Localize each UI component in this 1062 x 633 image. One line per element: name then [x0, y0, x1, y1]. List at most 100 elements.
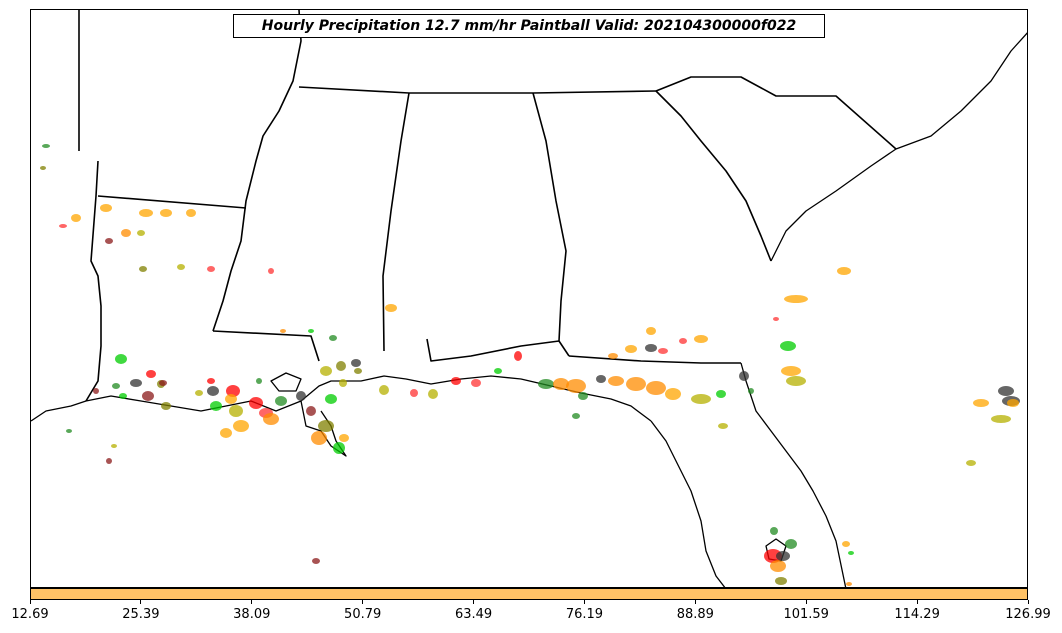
- paintball-blob: [514, 351, 522, 361]
- paintball-blob: [186, 209, 196, 217]
- paintball-blob: [428, 389, 438, 399]
- paintball-blob: [351, 359, 361, 367]
- paintball-blob: [608, 353, 618, 359]
- paintball-blob: [268, 268, 274, 274]
- florida-west-coast: [650, 420, 726, 587]
- paintball-blob: [106, 458, 112, 464]
- paintball-blob: [59, 224, 67, 228]
- paintball-blob: [739, 371, 749, 381]
- paintball-blob: [785, 539, 797, 549]
- paintball-blob: [665, 388, 681, 400]
- colorbar-tick-label: 12.69: [11, 607, 49, 622]
- al-ga-border: [532, 92, 570, 357]
- paintball-blob: [691, 394, 711, 404]
- colorbar-tick-mark: [29, 600, 31, 604]
- paintball-blob: [770, 527, 778, 535]
- paintball-blob: [137, 230, 145, 236]
- al-fl-border: [426, 338, 560, 362]
- colorbar-tick-mark: [916, 600, 918, 604]
- paintball-blob: [679, 338, 687, 344]
- sc-nc-border: [655, 76, 897, 150]
- paintball-blob: [256, 378, 262, 384]
- paintball-blob: [306, 406, 316, 416]
- paintball-blob: [207, 378, 215, 384]
- paintball-blob: [139, 266, 147, 272]
- paintball-blob: [207, 266, 215, 272]
- paintball-blob: [146, 370, 156, 378]
- paintball-blob: [354, 368, 362, 374]
- colorbar-tick-label: 50.79: [344, 607, 382, 622]
- ga-sc-border: [655, 90, 772, 262]
- paintball-blob: [973, 399, 989, 407]
- paintball-blob: [312, 558, 320, 564]
- paintball-blob: [161, 402, 171, 410]
- lake-pontchartrain: [270, 372, 302, 392]
- paintball-blob: [311, 431, 327, 445]
- paintball-blob: [846, 582, 852, 586]
- paintball-blob: [142, 391, 154, 401]
- paintball-blob: [553, 378, 569, 390]
- paintball-blob: [105, 238, 113, 244]
- paintball-blob: [220, 428, 232, 438]
- paintball-blob: [1007, 399, 1019, 407]
- paintball-blob: [781, 366, 801, 376]
- colorbar-tick-label: 114.29: [894, 607, 940, 622]
- paintball-blob: [226, 385, 240, 397]
- paintball-blob: [159, 380, 167, 386]
- paintball-blob: [770, 560, 786, 572]
- paintball-blob: [471, 379, 481, 387]
- paintball-blob: [233, 420, 249, 432]
- paintball-blob: [718, 423, 728, 429]
- paintball-blob: [115, 354, 127, 364]
- paintball-blob: [119, 393, 127, 399]
- paintball-blob: [716, 390, 726, 398]
- paintball-blob: [66, 429, 72, 433]
- colorbar-tick-mark: [140, 600, 142, 604]
- ms-river-border: [212, 10, 302, 332]
- colorbar-tick-mark: [1027, 600, 1029, 604]
- colorbar-tick-mark: [473, 600, 475, 604]
- paintball-blob: [764, 549, 782, 563]
- paintball-blob: [320, 366, 332, 376]
- paintball-blob: [776, 551, 790, 561]
- paintball-blob: [195, 390, 203, 396]
- precipitation-paintballs: [40, 144, 1020, 586]
- paintball-blob: [325, 394, 337, 404]
- map-canvas: [31, 10, 1027, 587]
- paintball-blob: [40, 166, 46, 170]
- paintball-blob: [177, 264, 185, 270]
- paintball-blob: [339, 434, 349, 442]
- paintball-blob: [336, 361, 346, 371]
- ga-fl-border: [568, 355, 741, 364]
- paintball-blob: [71, 214, 81, 222]
- atlantic-coast: [770, 32, 1027, 262]
- paintball-blob: [160, 209, 172, 217]
- paintball-blob: [494, 368, 502, 374]
- colorbar-tick-mark: [805, 600, 807, 604]
- paintball-blob: [842, 541, 850, 547]
- paintball-blob: [333, 442, 345, 454]
- coastline: [31, 32, 1027, 587]
- paintball-blob: [410, 389, 418, 397]
- paintball-blob: [626, 377, 646, 391]
- ark-la-border: [97, 195, 247, 209]
- la-ms-border: [212, 330, 320, 362]
- paintball-blob: [385, 304, 397, 312]
- paintball-blob: [225, 394, 237, 404]
- paintball-blob: [658, 348, 668, 354]
- paintball-blob: [296, 391, 306, 401]
- paintball-blob: [318, 420, 334, 432]
- colorbar-tick-mark: [251, 600, 253, 604]
- paintball-blob: [100, 204, 112, 212]
- paintball-blob: [451, 377, 461, 385]
- paintball-blob: [775, 577, 787, 585]
- paintball-blob: [780, 341, 796, 351]
- colorbar-tick-label: 126.99: [1005, 607, 1051, 622]
- state-boundaries: [78, 10, 897, 402]
- paintball-blob: [339, 379, 347, 387]
- paintball-blob: [608, 376, 624, 386]
- paintball-blob: [991, 415, 1011, 423]
- paintball-blob: [646, 381, 666, 395]
- paintball-blob: [329, 335, 337, 341]
- paintball-blob: [848, 551, 854, 555]
